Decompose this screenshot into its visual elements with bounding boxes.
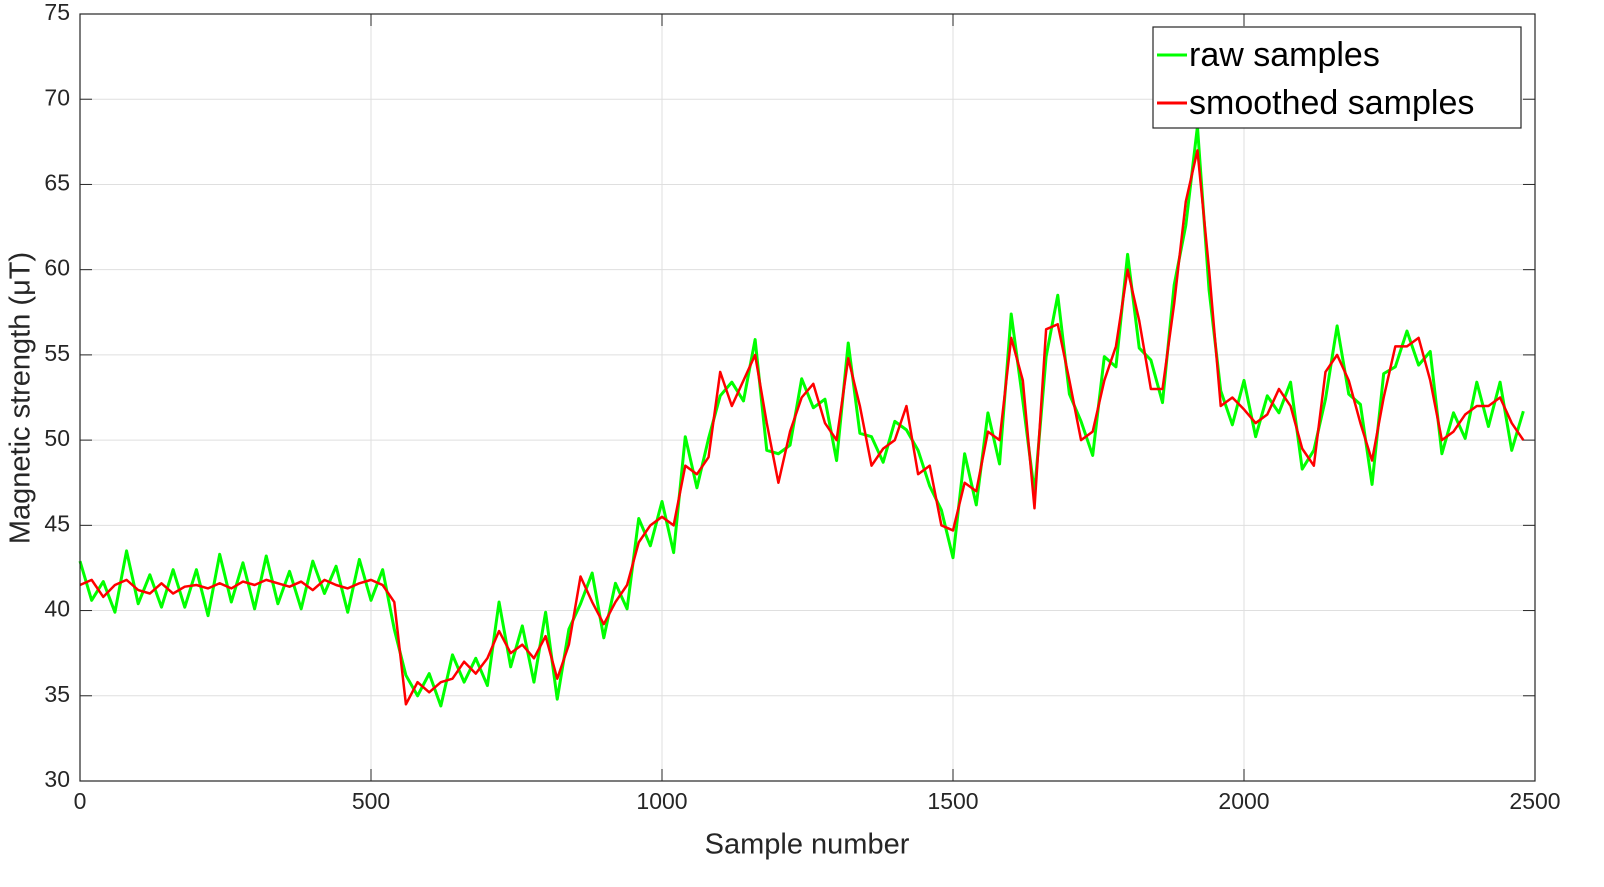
legend-box [1152,26,1522,129]
x-tick-label: 1000 [636,788,687,814]
y-tick-label: 65 [44,170,70,196]
y-tick-label: 50 [44,425,70,451]
plot-frame [79,13,1536,782]
y-tick-label: 70 [44,84,70,110]
legend: raw samples smoothed samples [1152,26,1522,129]
legend-label: raw samples [1189,36,1380,74]
y-tick-label: 75 [44,0,70,25]
x-tick-label: 1500 [927,788,978,814]
x-tick-label: 2500 [1509,788,1560,814]
y-tick-label: 60 [44,255,70,281]
legend-label: smoothed samples [1189,84,1474,122]
x-tick-label: 500 [352,788,390,814]
y-axis-label: Magnetic strength (μT) [5,252,37,544]
y-tick-label: 45 [44,510,70,536]
x-tick-label: 2000 [1218,788,1269,814]
x-tick-label: 0 [74,788,87,814]
data-line [79,149,1525,706]
y-tick-label: 40 [44,596,70,622]
y-tick-label: 55 [44,340,70,366]
plot-area [80,14,1535,781]
x-axis-label: Sample number [705,829,910,861]
y-tick-label: 35 [44,681,70,707]
y-tick-label: 30 [44,766,70,792]
